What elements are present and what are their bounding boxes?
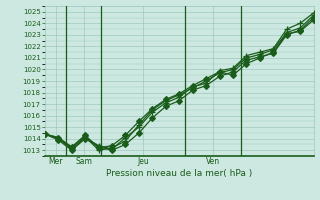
X-axis label: Pression niveau de la mer( hPa ): Pression niveau de la mer( hPa )	[106, 169, 252, 178]
